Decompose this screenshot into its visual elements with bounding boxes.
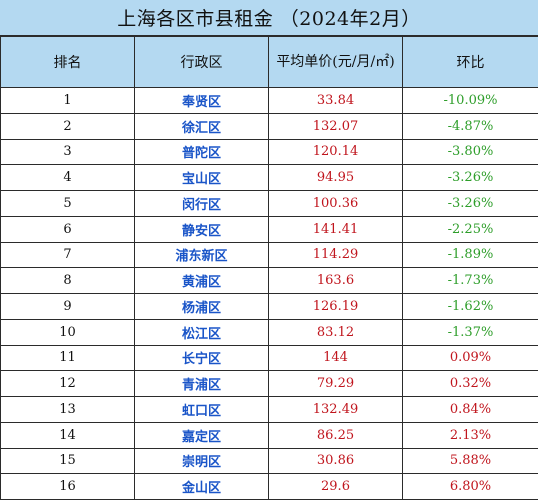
table-row: 7 浦东新区 114.29 -1.89% [0, 241, 538, 269]
district-cell: 奉贤区 [134, 87, 269, 114]
district-cell: 静安区 [134, 215, 269, 243]
rank-cell: 5 [0, 190, 135, 217]
price-cell: 86.25 [268, 421, 403, 449]
rank-cell: 1 [0, 87, 135, 114]
price-cell: 120.14 [268, 138, 403, 166]
rank-cell: 3 [0, 138, 135, 166]
table-row: 9 杨浦区 126.19 -1.62% [0, 293, 538, 320]
rank-cell: 2 [0, 112, 135, 140]
district-cell: 嘉定区 [134, 421, 269, 449]
rank-cell: 9 [0, 293, 135, 320]
price-cell: 83.12 [268, 318, 403, 346]
rank-cell: 10 [0, 318, 135, 346]
table-row: 11 长宁区 144 0.09% [0, 344, 538, 372]
district-cell: 黄浦区 [134, 267, 269, 294]
price-cell: 126.19 [268, 293, 403, 320]
district-cell: 金山区 [134, 473, 269, 500]
change-cell: -2.25% [402, 215, 538, 243]
price-cell: 100.36 [268, 190, 403, 217]
price-cell: 114.29 [268, 241, 403, 269]
rank-cell: 8 [0, 267, 135, 294]
table-row: 8 黄浦区 163.6 -1.73% [0, 267, 538, 294]
table-row: 1 奉贤区 33.84 -10.09% [0, 87, 538, 114]
rank-cell: 14 [0, 421, 135, 449]
district-cell: 青浦区 [134, 370, 269, 397]
table-row: 10 松江区 83.12 -1.37% [0, 318, 538, 346]
rank-cell: 12 [0, 370, 135, 397]
price-cell: 144 [268, 344, 403, 372]
rank-cell: 11 [0, 344, 135, 372]
district-cell: 崇明区 [134, 447, 269, 475]
price-cell: 132.49 [268, 396, 403, 423]
table-row: 3 普陀区 120.14 -3.80% [0, 138, 538, 166]
header-rank: 排名 [0, 36, 135, 88]
rank-cell: 7 [0, 241, 135, 269]
district-cell: 长宁区 [134, 344, 269, 372]
district-cell: 虹口区 [134, 396, 269, 423]
header-district: 行政区 [134, 36, 269, 88]
change-cell: -1.37% [402, 318, 538, 346]
change-cell: -3.26% [402, 164, 538, 191]
table-row: 2 徐汇区 132.07 -4.87% [0, 112, 538, 140]
rank-cell: 15 [0, 447, 135, 475]
change-cell: 0.09% [402, 344, 538, 372]
rank-cell: 13 [0, 396, 135, 423]
change-cell: -10.09% [402, 87, 538, 114]
table-title: 上海各区市县租金 （2024年2月） [0, 0, 538, 36]
rank-cell: 6 [0, 215, 135, 243]
price-cell: 33.84 [268, 87, 403, 114]
change-cell: -3.80% [402, 138, 538, 166]
table-row: 13 虹口区 132.49 0.84% [0, 396, 538, 423]
price-cell: 30.86 [268, 447, 403, 475]
rank-cell: 4 [0, 164, 135, 191]
district-cell: 闵行区 [134, 190, 269, 217]
table-row: 14 嘉定区 86.25 2.13% [0, 421, 538, 449]
change-cell: 2.13% [402, 421, 538, 449]
district-cell: 浦东新区 [134, 241, 269, 269]
price-cell: 79.29 [268, 370, 403, 397]
change-cell: -1.73% [402, 267, 538, 294]
header-change: 环比 [402, 36, 538, 88]
table-row: 16 金山区 29.6 6.80% [0, 473, 538, 500]
change-cell: 0.32% [402, 370, 538, 397]
table-row: 12 青浦区 79.29 0.32% [0, 370, 538, 397]
change-cell: -3.26% [402, 190, 538, 217]
table-body: 1 奉贤区 33.84 -10.09% 2 徐汇区 132.07 -4.87% 3 普陀区 120.… [0, 87, 538, 500]
change-cell: 5.88% [402, 447, 538, 475]
district-cell: 杨浦区 [134, 293, 269, 320]
table-row: 5 闵行区 100.36 -3.26% [0, 190, 538, 217]
price-cell: 141.41 [268, 215, 403, 243]
header-row: 排名 行政区 平均单价(元/月/㎡) 环比 [0, 36, 538, 88]
change-cell: 0.84% [402, 396, 538, 423]
table-row: 4 宝山区 94.95 -3.26% [0, 164, 538, 191]
price-cell: 94.95 [268, 164, 403, 191]
price-cell: 132.07 [268, 112, 403, 140]
change-cell: -4.87% [402, 112, 538, 140]
header-price-label: 平均单价(元/月/㎡) [276, 54, 395, 70]
change-cell: 6.80% [402, 473, 538, 500]
header-price: 平均单价(元/月/㎡) [268, 36, 403, 88]
change-cell: -1.89% [402, 241, 538, 269]
price-cell: 163.6 [268, 267, 403, 294]
table-row: 6 静安区 141.41 -2.25% [0, 215, 538, 243]
rank-cell: 16 [0, 473, 135, 500]
district-cell: 普陀区 [134, 138, 269, 166]
table-row: 15 崇明区 30.86 5.88% [0, 447, 538, 475]
price-cell: 29.6 [268, 473, 403, 500]
rent-table: 排名 行政区 平均单价(元/月/㎡) 环比 1 奉贤区 33.84 -10.09% 2 徐… [0, 36, 538, 500]
district-cell: 宝山区 [134, 164, 269, 191]
district-cell: 徐汇区 [134, 112, 269, 140]
change-cell: -1.62% [402, 293, 538, 320]
district-cell: 松江区 [134, 318, 269, 346]
